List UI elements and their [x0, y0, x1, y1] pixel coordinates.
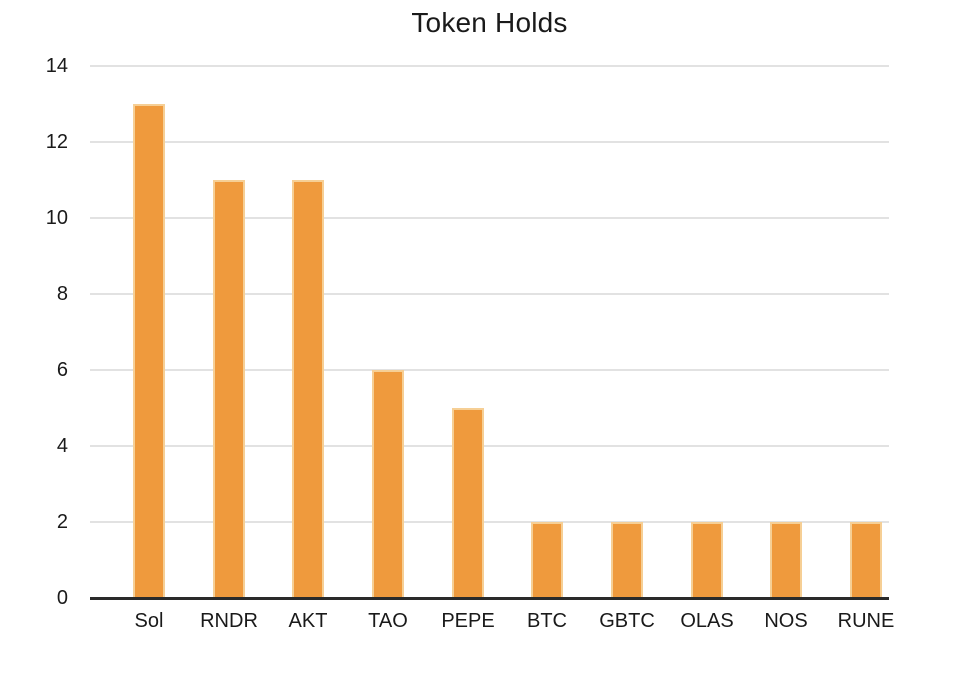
gridline-y-6 — [90, 369, 889, 371]
bar-btc — [531, 522, 563, 598]
x-axis-label-olas: OLAS — [680, 610, 734, 632]
x-axis-label-akt: AKT — [288, 610, 328, 632]
bar-tao — [372, 370, 404, 598]
y-axis-tick-label-8: 8 — [56, 283, 68, 305]
y-axis-tick-label-14: 14 — [45, 55, 68, 77]
x-axis-label-pepe: PEPE — [441, 610, 495, 632]
y-axis-tick-label-10: 10 — [45, 207, 68, 229]
bar-rndr — [213, 180, 245, 598]
bar-sol — [133, 104, 165, 598]
y-axis-tick-label-0: 0 — [56, 587, 68, 609]
y-axis-tick-label-2: 2 — [56, 511, 68, 533]
bar-rune — [850, 522, 882, 598]
gridline-y-10 — [90, 217, 889, 219]
x-axis-label-btc: BTC — [527, 610, 567, 632]
bar-gbtc — [611, 522, 643, 598]
bar-pepe — [452, 408, 484, 598]
bar-nos — [770, 522, 802, 598]
bar-akt — [292, 180, 324, 598]
bar-olas — [691, 522, 723, 598]
y-axis-tick-label-6: 6 — [56, 359, 68, 381]
gridline-y-8 — [90, 293, 889, 295]
gridline-y-4 — [90, 445, 889, 447]
x-axis-label-gbtc: GBTC — [599, 610, 655, 632]
gridline-y-14 — [90, 65, 889, 67]
x-axis-line — [90, 597, 889, 600]
x-axis-label-sol: Sol — [134, 610, 164, 632]
x-axis-label-rune: RUNE — [837, 610, 895, 632]
x-axis-label-tao: TAO — [368, 610, 408, 632]
chart-title: Token Holds — [411, 7, 568, 38]
y-axis-tick-label-4: 4 — [56, 435, 68, 457]
y-axis-tick-label-12: 12 — [45, 131, 68, 153]
gridline-y-2 — [90, 521, 889, 523]
x-axis-label-nos: NOS — [764, 610, 808, 632]
gridline-y-12 — [90, 141, 889, 143]
x-axis-label-rndr: RNDR — [200, 610, 258, 632]
